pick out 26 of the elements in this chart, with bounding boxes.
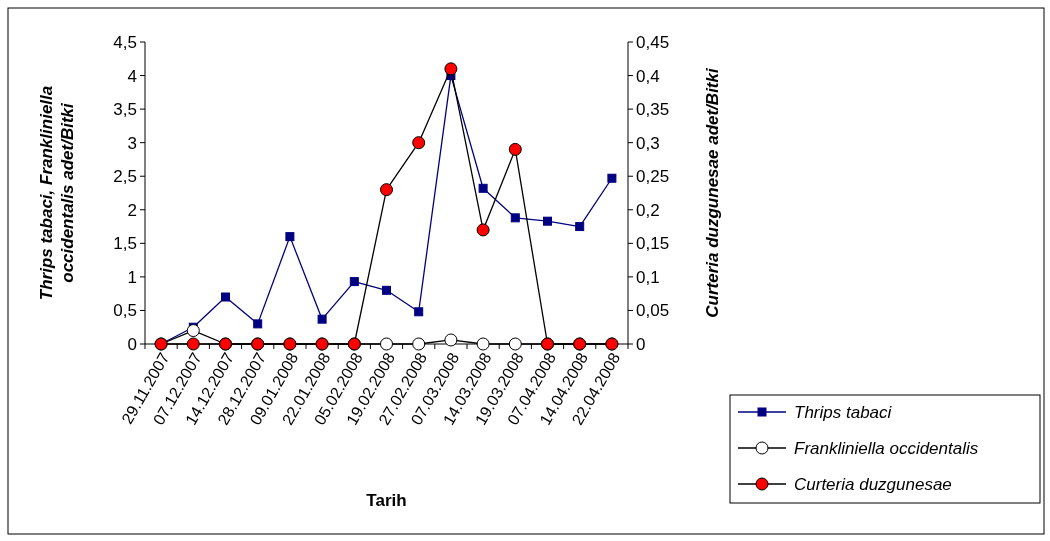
- legend-label: Thrips tabaci: [794, 402, 893, 422]
- y2-axis-title: Curteria duzgunesae adet/Bitki: [703, 67, 722, 318]
- y2-tick-label: 0,25: [636, 167, 670, 187]
- y-tick-label: 0,5: [113, 301, 137, 321]
- y-tick-label: 2: [127, 200, 137, 220]
- y2-tick-label: 0: [636, 334, 646, 354]
- y2-tick-label: 0,05: [636, 301, 670, 321]
- y2-tick-label: 0,4: [636, 66, 660, 86]
- y-axis-title: Thrips tabaci, Frankliniella occidentalis adet/Bitki: [37, 85, 77, 301]
- y2-tick-label: 0,3: [636, 133, 660, 153]
- y-tick-label: 3,5: [113, 100, 137, 120]
- y-tick-label: 1: [127, 267, 137, 287]
- y-tick-label: 1,5: [113, 234, 137, 254]
- legend-label: Curteria duzgunesae: [794, 474, 952, 494]
- y-tick-label: 4,5: [113, 32, 137, 52]
- y2-tick-label: 0,35: [636, 100, 670, 120]
- y2-tick-label: 0,15: [636, 234, 670, 254]
- y-tick-label: 2,5: [113, 167, 137, 187]
- legend-label: Frankliniella occidentalis: [794, 438, 979, 458]
- x-axis-title: Tarih: [366, 491, 407, 510]
- y-tick-label: 4: [127, 66, 137, 86]
- y-tick-label: 0: [127, 334, 137, 354]
- y2-tick-label: 0,2: [636, 200, 660, 220]
- y2-tick-label: 0,1: [636, 267, 660, 287]
- y-tick-label: 3: [127, 133, 137, 153]
- y2-tick-label: 0,45: [636, 32, 670, 52]
